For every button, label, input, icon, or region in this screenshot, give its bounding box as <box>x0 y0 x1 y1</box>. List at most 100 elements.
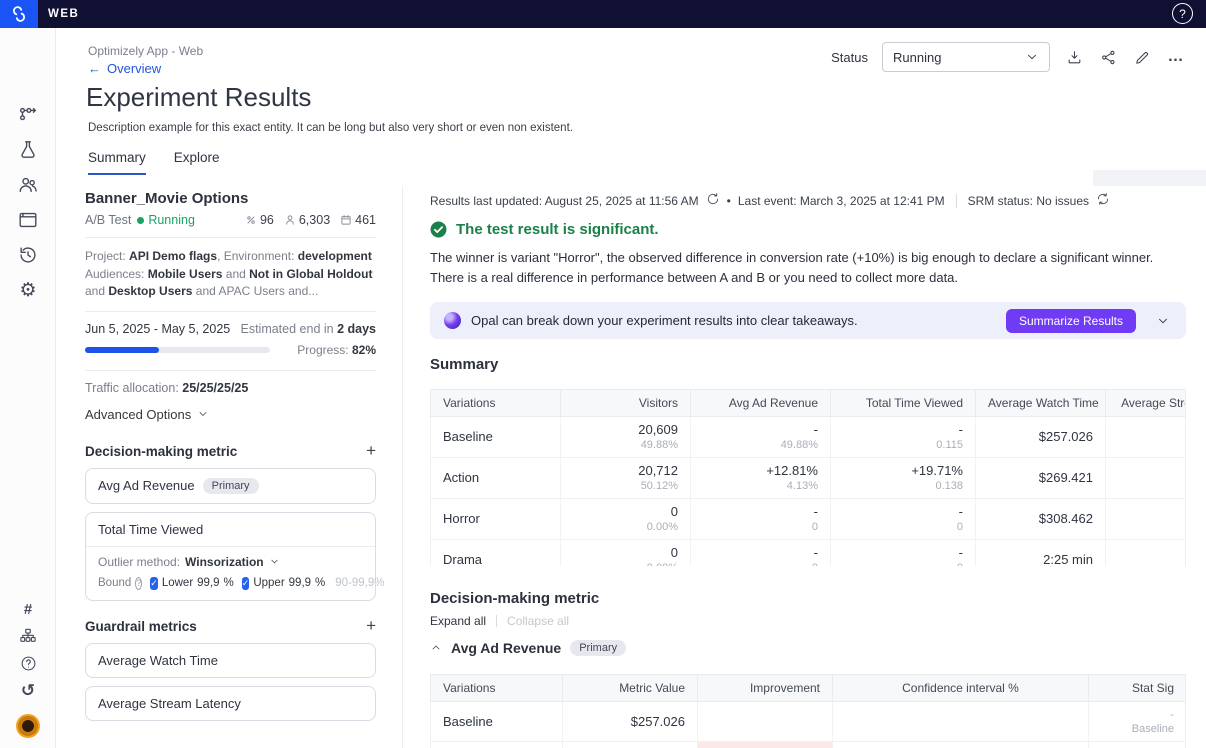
results-meta-line: Results last updated: August 25, 2025 at… <box>430 192 1110 209</box>
stat-days: 461 <box>340 213 376 227</box>
edit-button[interactable] <box>1132 47 1152 67</box>
stat-changes: 96 <box>245 213 274 227</box>
audience-3: Desktop Users <box>108 284 192 298</box>
add-guardrail-button[interactable]: + <box>366 619 376 633</box>
ellipsis-icon: … <box>1168 52 1185 62</box>
metric-card-primary[interactable]: Avg Ad Revenue Primary <box>85 468 376 504</box>
expand-all-button[interactable]: Expand all <box>430 614 486 628</box>
col-variations[interactable]: Variations <box>431 390 561 417</box>
progress-bar-fill <box>85 347 159 353</box>
back-to-overview-link[interactable]: ← Overview <box>88 61 161 76</box>
metric-accordion-header[interactable]: Avg Ad Revenue Primary <box>430 640 626 656</box>
bullet-separator: • <box>727 194 731 208</box>
metric-secondary-label: Total Time Viewed <box>98 522 203 537</box>
outlier-method-row[interactable]: Outlier method: Winsorization <box>98 555 363 569</box>
estimated-end: Estimated end in 2 days <box>240 322 376 336</box>
time-value: +19.71% <box>843 463 963 479</box>
upper-bound-checkbox[interactable]: ✓ <box>242 577 250 590</box>
col-visitors[interactable]: Visitors <box>561 390 691 417</box>
status-select[interactable]: Running <box>882 42 1050 72</box>
col-total-time-viewed[interactable]: Total Time Viewed <box>831 390 976 417</box>
opal-icon <box>444 312 461 329</box>
more-button[interactable]: … <box>1166 47 1186 67</box>
share-button[interactable] <box>1098 47 1118 67</box>
sidebar-item-history[interactable] <box>16 244 40 266</box>
revenue-value: +12.81% <box>703 463 818 479</box>
revenue-value: - <box>703 504 818 520</box>
and-1: and <box>226 267 246 281</box>
visitors-sub: 50.12% <box>573 479 678 493</box>
summarize-results-button[interactable]: Summarize Results <box>1006 309 1136 333</box>
sidebar-item-hash[interactable]: # <box>16 598 40 620</box>
tab-summary[interactable]: Summary <box>88 150 146 175</box>
sidebar-item-help[interactable] <box>16 652 40 674</box>
sidebar-item-sitemap[interactable] <box>16 625 40 647</box>
revenue-value: - <box>703 545 818 561</box>
lower-bound-checkbox[interactable]: ✓ <box>150 577 158 590</box>
advanced-options-toggle[interactable]: Advanced Options <box>85 407 376 422</box>
sidebar-item-audiences[interactable] <box>16 174 40 196</box>
outlier-value: Winsorization <box>185 555 264 569</box>
pencil-icon <box>1134 49 1151 66</box>
stat-visitors: 6,303 <box>284 213 330 227</box>
top-bar: WEB ? <box>0 0 1206 28</box>
decision-table-container: Variations Metric Value Improvement Conf… <box>430 674 1186 748</box>
user-avatar[interactable] <box>16 714 40 738</box>
watch-value: $269.421 <box>988 470 1093 486</box>
col-metric-value[interactable]: Metric Value <box>563 675 698 702</box>
optimizely-logo[interactable] <box>0 0 38 28</box>
time-sub: 0.138 <box>843 479 963 493</box>
variation-name: Baseline <box>443 714 493 729</box>
guardrail-card-2[interactable]: Average Stream Latency <box>85 686 376 721</box>
sidebar-item-pages[interactable] <box>16 209 40 231</box>
share-icon <box>1100 49 1117 66</box>
sidebar-item-settings[interactable]: ⚙ <box>16 279 40 301</box>
estimated-end-value: 2 days <box>337 322 376 336</box>
running-label: Running <box>148 213 195 227</box>
chevron-down-icon <box>269 556 280 567</box>
audience-2: Not in Global Holdout <box>249 267 372 281</box>
stat-visitors-value: 6,303 <box>299 213 330 227</box>
col-variations[interactable]: Variations <box>431 675 563 702</box>
metric-card-secondary[interactable]: Total Time Viewed Outlier method: Winsor… <box>85 512 376 601</box>
hash-icon: # <box>24 602 32 617</box>
primary-badge: Primary <box>570 640 626 656</box>
check-circle-icon <box>430 221 447 238</box>
time-sub: 0 <box>843 520 963 534</box>
download-button[interactable] <box>1064 47 1084 67</box>
primary-badge: Primary <box>203 478 259 494</box>
page-title: Experiment Results <box>86 82 311 113</box>
breadcrumb: Optimizely App - Web <box>88 44 203 58</box>
progress-label: Progress: 82% <box>297 343 376 357</box>
sidebar-item-experiments[interactable] <box>16 139 40 161</box>
col-average-stream-latency[interactable]: Average Stream Latency <box>1106 390 1187 417</box>
brand-label: WEB <box>48 8 79 20</box>
upper-bound-input[interactable]: 99,9 <box>289 577 311 589</box>
table-row: Action 20,71250.12% +12.81%4.13% +19.71%… <box>431 458 1187 499</box>
project-label: Project: <box>85 249 126 263</box>
metric-value: $257.026 <box>575 714 685 730</box>
col-confidence-interval[interactable]: Confidence interval % <box>833 675 1089 702</box>
col-stat-sig[interactable]: Stat Sig <box>1089 675 1187 702</box>
advanced-options-label: Advanced Options <box>85 407 191 422</box>
add-metric-button[interactable]: + <box>366 444 376 458</box>
stat-days-value: 461 <box>355 213 376 227</box>
sidebar-item-flows[interactable] <box>16 104 40 126</box>
revenue-value: - <box>703 422 818 438</box>
help-button[interactable]: ? <box>1172 3 1193 24</box>
refresh-results-button[interactable] <box>706 192 720 209</box>
col-avg-ad-revenue[interactable]: Avg Ad Revenue <box>691 390 831 417</box>
bound-help-icon[interactable]: ? <box>135 577 142 590</box>
srm-refresh-button[interactable] <box>1096 192 1110 209</box>
tab-explore[interactable]: Explore <box>174 150 220 175</box>
opal-banner: Opal can break down your experiment resu… <box>430 302 1186 339</box>
sidebar-item-undo[interactable]: ↺ <box>16 679 40 701</box>
chevron-down-icon[interactable] <box>1156 314 1170 328</box>
col-improvement[interactable]: Improvement <box>698 675 833 702</box>
col-average-watch-time[interactable]: Average Watch Time <box>976 390 1106 417</box>
tab-bar: Summary Explore <box>88 150 220 175</box>
lower-bound-input[interactable]: 99,9 <box>197 577 219 589</box>
guardrail-card-1[interactable]: Average Watch Time <box>85 643 376 678</box>
collapse-all-button[interactable]: Collapse all <box>507 614 569 628</box>
refresh-icon <box>706 192 720 206</box>
